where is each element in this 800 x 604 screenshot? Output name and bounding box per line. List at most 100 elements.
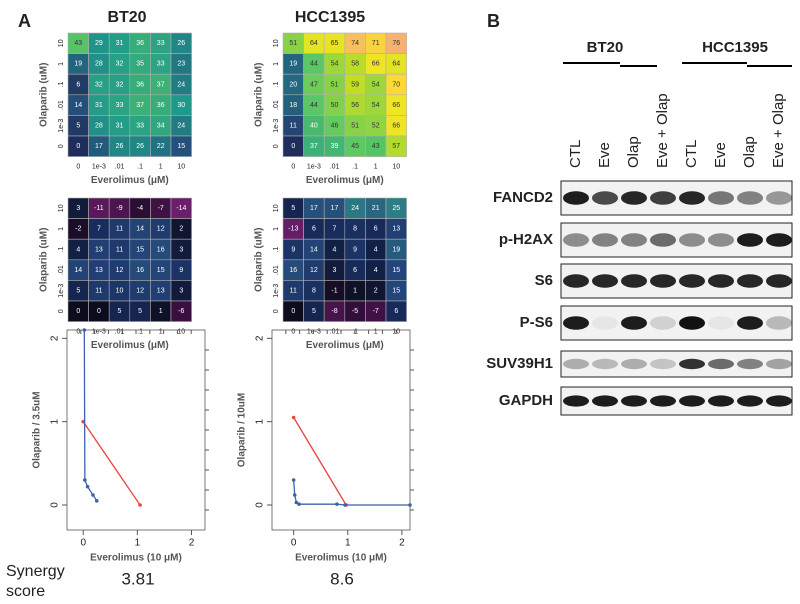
y-tick-label: 1 xyxy=(255,418,266,424)
cell-value: -7 xyxy=(158,205,164,212)
cell-value: -13 xyxy=(288,226,298,233)
additive-line-point xyxy=(291,415,296,420)
y-tick-label: 1e-3 xyxy=(273,284,280,298)
cell-value: 24 xyxy=(177,123,185,130)
cell-value: 71 xyxy=(372,40,380,47)
blot-band xyxy=(592,358,618,370)
blot-strip xyxy=(560,350,793,378)
y-tick-label: 0 xyxy=(50,502,61,508)
y-tick-label: .1 xyxy=(58,81,65,87)
cell-value: 13 xyxy=(392,226,400,233)
observed-line-point xyxy=(408,503,412,507)
synergy-score: 3.81 xyxy=(121,569,154,588)
cell-value: 33 xyxy=(116,102,124,109)
additive-line xyxy=(82,421,141,506)
blot-band xyxy=(592,274,618,288)
x-tick-label: 1 xyxy=(135,538,141,549)
cell-value: 25 xyxy=(392,205,400,212)
cell-value: 15 xyxy=(392,288,400,295)
blot-band xyxy=(679,233,705,247)
synergy-score: 8.6 xyxy=(330,569,354,588)
cell-value: 45 xyxy=(351,143,359,150)
cell-value: 37 xyxy=(157,81,165,88)
x-axis-label: Everolimus (10 μM) xyxy=(90,553,182,564)
observed-line-point xyxy=(335,502,339,506)
lane-label: Eve + Olap xyxy=(654,93,671,168)
observed-line-point xyxy=(91,493,95,497)
cell-value: 37 xyxy=(310,143,318,150)
cell-value: 35 xyxy=(136,61,144,68)
y-tick-label: .01 xyxy=(58,100,65,110)
cell-value: 14 xyxy=(74,102,82,109)
cell-value: 8 xyxy=(312,288,316,295)
x-tick-label: 1 xyxy=(159,328,163,335)
cell-value: 74 xyxy=(351,40,359,47)
synergy-score-label: Synergy score xyxy=(6,563,65,600)
x-tick-label: 1e-3 xyxy=(92,163,106,170)
cell-value: 2 xyxy=(374,288,378,295)
blot-band xyxy=(766,274,792,288)
protein-label: SUV39H1 xyxy=(486,355,553,372)
cell-value: 17 xyxy=(331,205,339,212)
y-tick-label: 10 xyxy=(273,39,280,47)
blot-band xyxy=(766,316,792,330)
cell-value: 58 xyxy=(351,61,359,68)
cell-value: 33 xyxy=(136,123,144,130)
cell-value: 4 xyxy=(76,246,80,253)
cell-value: -1 xyxy=(331,288,337,295)
blot-band xyxy=(621,191,647,205)
cell-value: 16 xyxy=(136,267,144,274)
x-tick-label: 10 xyxy=(177,163,185,170)
cell-value: 59 xyxy=(351,81,359,88)
cell-value: 10 xyxy=(116,288,124,295)
cell-value: 50 xyxy=(331,102,339,109)
blot-band xyxy=(679,316,705,330)
cell-value: 18 xyxy=(289,102,297,109)
cell-value: 6 xyxy=(312,226,316,233)
x-tick-label: 0 xyxy=(291,328,295,335)
y-tick-label: 0 xyxy=(58,309,65,313)
cell-value: 21 xyxy=(372,205,380,212)
y-tick-label: 0 xyxy=(255,502,266,508)
blot-band xyxy=(737,274,763,288)
observed-line-point xyxy=(294,500,299,505)
cell-value: 52 xyxy=(372,123,380,130)
y-tick-label: 1 xyxy=(58,227,65,231)
blot-band xyxy=(766,395,792,407)
cell-value: 9 xyxy=(353,246,357,253)
cell-value: 43 xyxy=(74,40,82,47)
lane-label: Eve + Olap xyxy=(770,93,787,168)
protein-label: S6 xyxy=(535,272,553,289)
cell-value: 31 xyxy=(95,102,103,109)
blot-band xyxy=(621,274,647,288)
y-tick-label: 2 xyxy=(50,335,61,341)
x-tick-label: .01 xyxy=(115,328,125,335)
protein-label: FANCD2 xyxy=(493,189,553,206)
cell-value: 3 xyxy=(179,246,183,253)
blot-band xyxy=(563,274,589,288)
cell-value: 26 xyxy=(136,143,144,150)
cell-value: -2 xyxy=(75,226,81,233)
x-tick-label: 0 xyxy=(76,328,80,335)
y-tick-label: 1e-3 xyxy=(58,119,65,133)
blot-band xyxy=(563,233,589,247)
cell-value: 11 xyxy=(116,246,123,253)
cell-value: 16 xyxy=(289,267,297,274)
protein-label: GAPDH xyxy=(499,392,553,409)
cell-value: 34 xyxy=(157,123,165,130)
cell-value: 14 xyxy=(74,267,82,274)
y-tick-label: 1e-3 xyxy=(58,284,65,298)
cell-value: 30 xyxy=(177,102,185,109)
cell-value: 1 xyxy=(159,308,163,315)
blot-band xyxy=(563,316,589,330)
x-tick-label: 1 xyxy=(374,328,378,335)
cell-value: 6 xyxy=(374,226,378,233)
observed-line-point xyxy=(85,484,90,489)
y-tick-label: 1 xyxy=(58,62,65,66)
y-axis-label: Olaparib (uM) xyxy=(39,63,50,127)
y-tick-label: 2 xyxy=(255,335,266,341)
blot-band xyxy=(679,191,705,205)
cell-value: -14 xyxy=(176,205,186,212)
cell-value: 36 xyxy=(136,40,144,47)
